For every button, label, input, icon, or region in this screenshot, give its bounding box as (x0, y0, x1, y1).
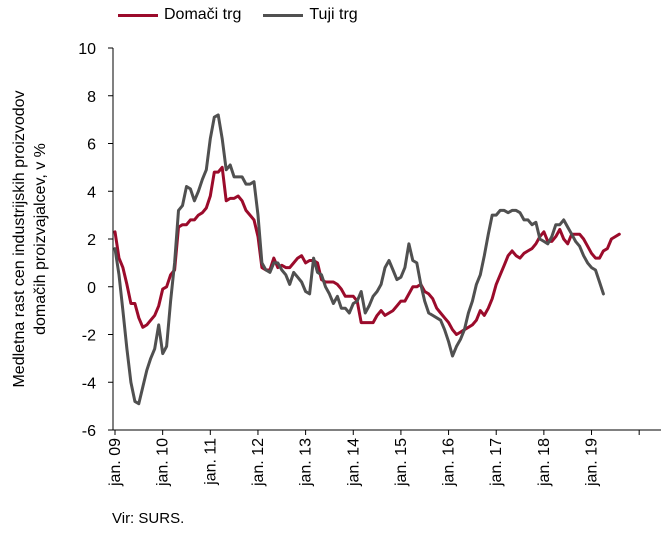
x-tick-label: jan. 15 (393, 438, 410, 487)
y-tick-label: 6 (87, 137, 96, 154)
y-ticks: -6 -4 -2 0 2 4 6 8 10 (78, 41, 113, 440)
x-tick-label: jan. 19 (584, 438, 601, 487)
y-tick-label: -6 (82, 423, 96, 440)
legend-swatch-domaci (118, 13, 158, 17)
x-tick-label: jan. 16 (441, 438, 458, 487)
x-ticks: jan. 09 jan. 10 jan. 11 jan. 12 jan. 13 jan. … (107, 430, 640, 487)
y-tick-label: 2 (87, 232, 96, 249)
series-line-tuji-trg (113, 113, 605, 406)
x-tick-label: jan. 13 (298, 438, 315, 487)
x-tick-label: jan. 12 (250, 438, 267, 487)
y-tick-label: 10 (78, 41, 96, 58)
x-tick-label: jan. 09 (107, 438, 124, 487)
axes (112, 48, 661, 431)
x-tick-label: jan. 11 (202, 438, 219, 486)
y-tick-label: -2 (82, 328, 96, 345)
y-tick-label: 8 (87, 89, 96, 106)
y-tick-label: 4 (87, 184, 96, 201)
series-line-domaci-trg (113, 165, 621, 336)
y-axis-label-line-1: Medletna rast cen industrijskih proizvod… (11, 90, 28, 387)
series-lines (113, 113, 621, 406)
y-axis-label-line-2: domačih proizvajalcev, v % (32, 143, 49, 335)
y-tick-label: -4 (82, 375, 96, 392)
x-tick-label: jan. 10 (155, 438, 172, 487)
legend-item-tuji: Tuji trg (263, 6, 358, 24)
y-tick-label: 0 (87, 280, 96, 297)
legend-label-tuji: Tuji trg (309, 6, 358, 23)
source-note: Vir: SURS. (112, 510, 185, 527)
legend-swatch-tuji (263, 13, 304, 17)
legend-item-domaci: Domači trg (118, 6, 241, 24)
x-tick-label: jan. 14 (345, 438, 362, 487)
legend-label-domaci: Domači trg (164, 6, 242, 23)
legend: Domači trg Tuji trg (118, 6, 358, 24)
x-tick-label: jan. 17 (488, 438, 505, 487)
x-tick-label: jan. 18 (536, 438, 553, 487)
